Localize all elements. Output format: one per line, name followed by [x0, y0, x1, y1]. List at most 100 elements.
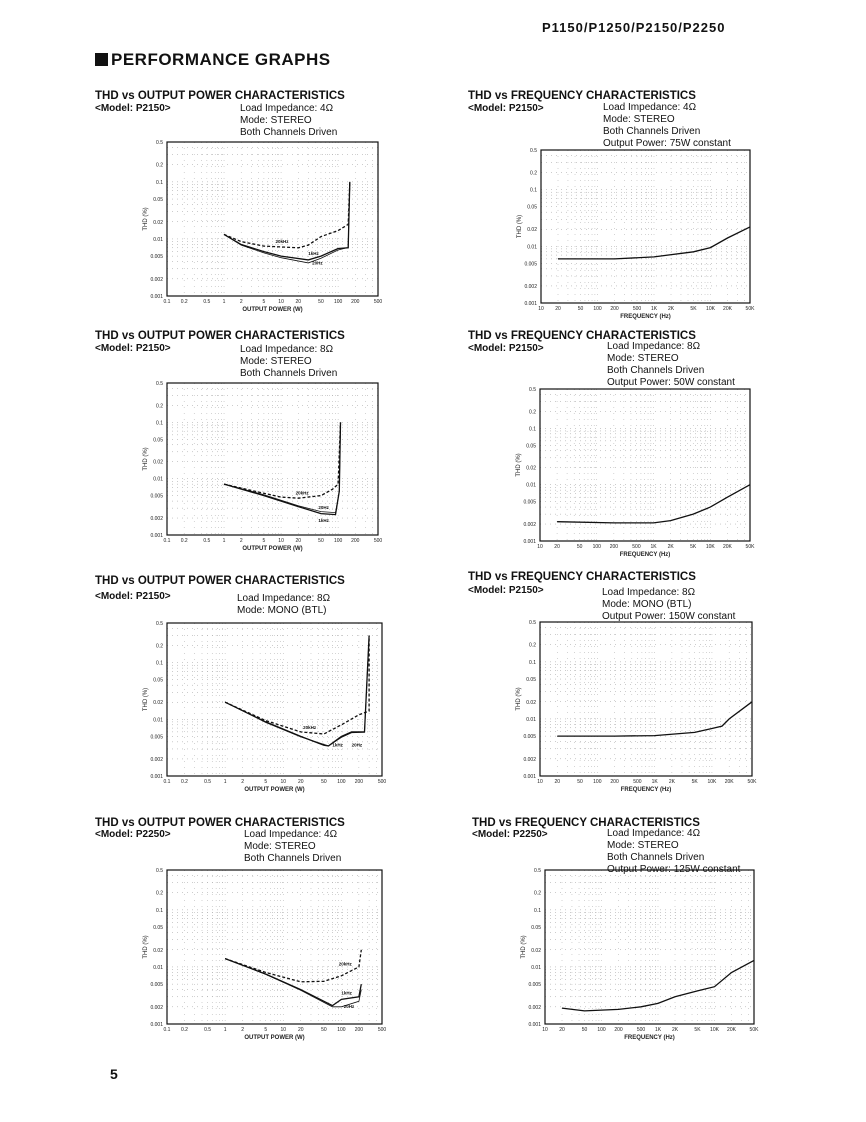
y-tick-label: 0.02: [526, 466, 536, 472]
series-label: 20Hz: [344, 1004, 355, 1009]
x-tick-label: 0.5: [203, 538, 210, 544]
chart-condition: Output Power: 75W constant: [603, 138, 731, 149]
chart-condition: Both Channels Driven: [607, 852, 705, 863]
plot-frame: [544, 869, 755, 1025]
y-tick-label: 0.1: [156, 420, 163, 426]
x-tick-label: 2: [241, 1027, 244, 1033]
chart-title: THD vs OUTPUT POWER CHARACTERISTICS: [95, 575, 345, 587]
y-tick-label: 0.5: [156, 621, 163, 627]
chart-condition: Both Channels Driven: [240, 127, 338, 138]
section-heading: PERFORMANCE GRAPHS: [95, 50, 331, 70]
x-tick-label: 2K: [672, 1027, 679, 1033]
x-tick-label: 100: [593, 544, 602, 550]
y-tick-label: 0.01: [526, 483, 536, 489]
x-tick-label: 10: [278, 299, 284, 305]
plot-frame: [540, 149, 751, 304]
x-tick-label: 20: [554, 544, 560, 550]
y-tick-label: 0.001: [528, 1022, 541, 1028]
chart-model: <Model: P2150>: [95, 343, 171, 354]
square-bullet-icon: [95, 53, 108, 66]
plot-frame: [166, 382, 379, 536]
y-tick-label: 0.002: [523, 522, 536, 528]
chart-condition: Both Channels Driven: [244, 853, 342, 864]
y-tick-label: 0.005: [150, 982, 163, 988]
chart-condition: Load Impedance: 8Ω: [607, 341, 701, 352]
x-tick-label: 50: [577, 779, 583, 785]
x-tick-label: 5K: [694, 1027, 701, 1033]
chart-model: <Model: P2150>: [95, 103, 171, 114]
chart-model: <Model: P2150>: [468, 103, 544, 114]
chart-condition: Mode: STEREO: [603, 114, 675, 125]
y-tick-label: 0.05: [527, 205, 537, 211]
x-axis-label: OUTPUT POWER (W): [242, 307, 302, 313]
chart-condition: Both Channels Driven: [607, 365, 705, 376]
y-tick-label: 0.01: [153, 477, 163, 483]
y-tick-label: 0.005: [150, 734, 163, 740]
x-tick-label: 200: [610, 779, 619, 785]
y-tick-label: 0.02: [153, 220, 163, 226]
series-label: 20kHz: [276, 239, 290, 244]
x-axis-label: OUTPUT POWER (W): [244, 1035, 304, 1041]
y-tick-label: 0.1: [156, 908, 163, 914]
y-tick-label: 0.05: [153, 925, 163, 931]
chart-condition: Load Impedance: 4Ω: [240, 103, 334, 114]
x-tick-label: 2K: [668, 306, 675, 312]
x-tick-label: 1K: [652, 779, 659, 785]
x-tick-label: 50: [582, 1027, 588, 1033]
x-tick-label: 200: [610, 306, 619, 312]
chart-condition: Load Impedance: 4Ω: [603, 102, 697, 113]
y-tick-label: 0.001: [524, 301, 537, 307]
x-tick-label: 200: [355, 779, 364, 785]
chart-condition: Both Channels Driven: [603, 126, 701, 137]
y-tick-label: 0.1: [529, 426, 536, 432]
x-tick-label: 2K: [668, 544, 675, 550]
y-tick-label: 0.1: [530, 188, 537, 194]
y-tick-label: 0.5: [534, 868, 541, 874]
y-tick-label: 0.5: [156, 868, 163, 874]
y-tick-label: 0.2: [156, 403, 163, 409]
x-tick-label: 20: [555, 306, 561, 312]
x-tick-label: 20: [298, 1027, 304, 1033]
series-label: 20kHz: [339, 962, 353, 967]
x-tick-label: 10K: [706, 306, 716, 312]
series-line-1khz: [223, 181, 351, 261]
model-header: P1150/P1250/P2150/P2250: [542, 20, 726, 35]
x-tick-label: 10: [278, 538, 284, 544]
series-label: 20Hz: [312, 260, 323, 265]
series-label: 1kHz: [318, 518, 329, 523]
x-tick-label: 200: [351, 538, 360, 544]
y-axis-label: THD (%): [143, 935, 149, 958]
x-axis-label: FREQUENCY (Hz): [620, 552, 671, 558]
y-tick-label: 0.05: [526, 443, 536, 449]
y-tick-label: 0.1: [534, 908, 541, 914]
x-tick-label: 500: [378, 1027, 387, 1033]
x-tick-label: 0.5: [203, 299, 210, 305]
series-line-20hz: [224, 635, 370, 747]
x-axis-label: OUTPUT POWER (W): [244, 787, 304, 793]
x-tick-label: 5: [263, 299, 266, 305]
chart-condition: Mode: STEREO: [244, 841, 316, 852]
chart-title: THD vs FREQUENCY CHARACTERISTICS: [468, 90, 696, 102]
series-line-thd: [561, 959, 755, 1012]
page-number: 5: [110, 1066, 118, 1082]
x-tick-label: 20: [554, 779, 560, 785]
y-tick-label: 0.01: [153, 237, 163, 243]
y-tick-label: 0.05: [526, 677, 536, 683]
x-tick-label: 20K: [723, 544, 733, 550]
chart-condition: Load Impedance: 8Ω: [240, 344, 334, 355]
y-tick-label: 0.002: [150, 1005, 163, 1011]
chart-condition: Mode: MONO (BTL): [602, 599, 692, 610]
y-tick-label: 0.02: [153, 460, 163, 466]
x-tick-label: 0.1: [164, 779, 171, 785]
y-tick-label: 0.01: [153, 965, 163, 971]
chart-condition: Load Impedance: 4Ω: [607, 828, 701, 839]
plot-frame: [166, 869, 383, 1025]
y-tick-label: 0.05: [531, 925, 541, 931]
y-tick-label: 0.002: [523, 757, 536, 763]
chart-condition: Output Power: 50W constant: [607, 377, 735, 388]
x-tick-label: 500: [374, 538, 383, 544]
x-tick-label: 1: [224, 779, 227, 785]
x-tick-label: 1: [224, 1027, 227, 1033]
chart-title: THD vs FREQUENCY CHARACTERISTICS: [468, 571, 696, 583]
